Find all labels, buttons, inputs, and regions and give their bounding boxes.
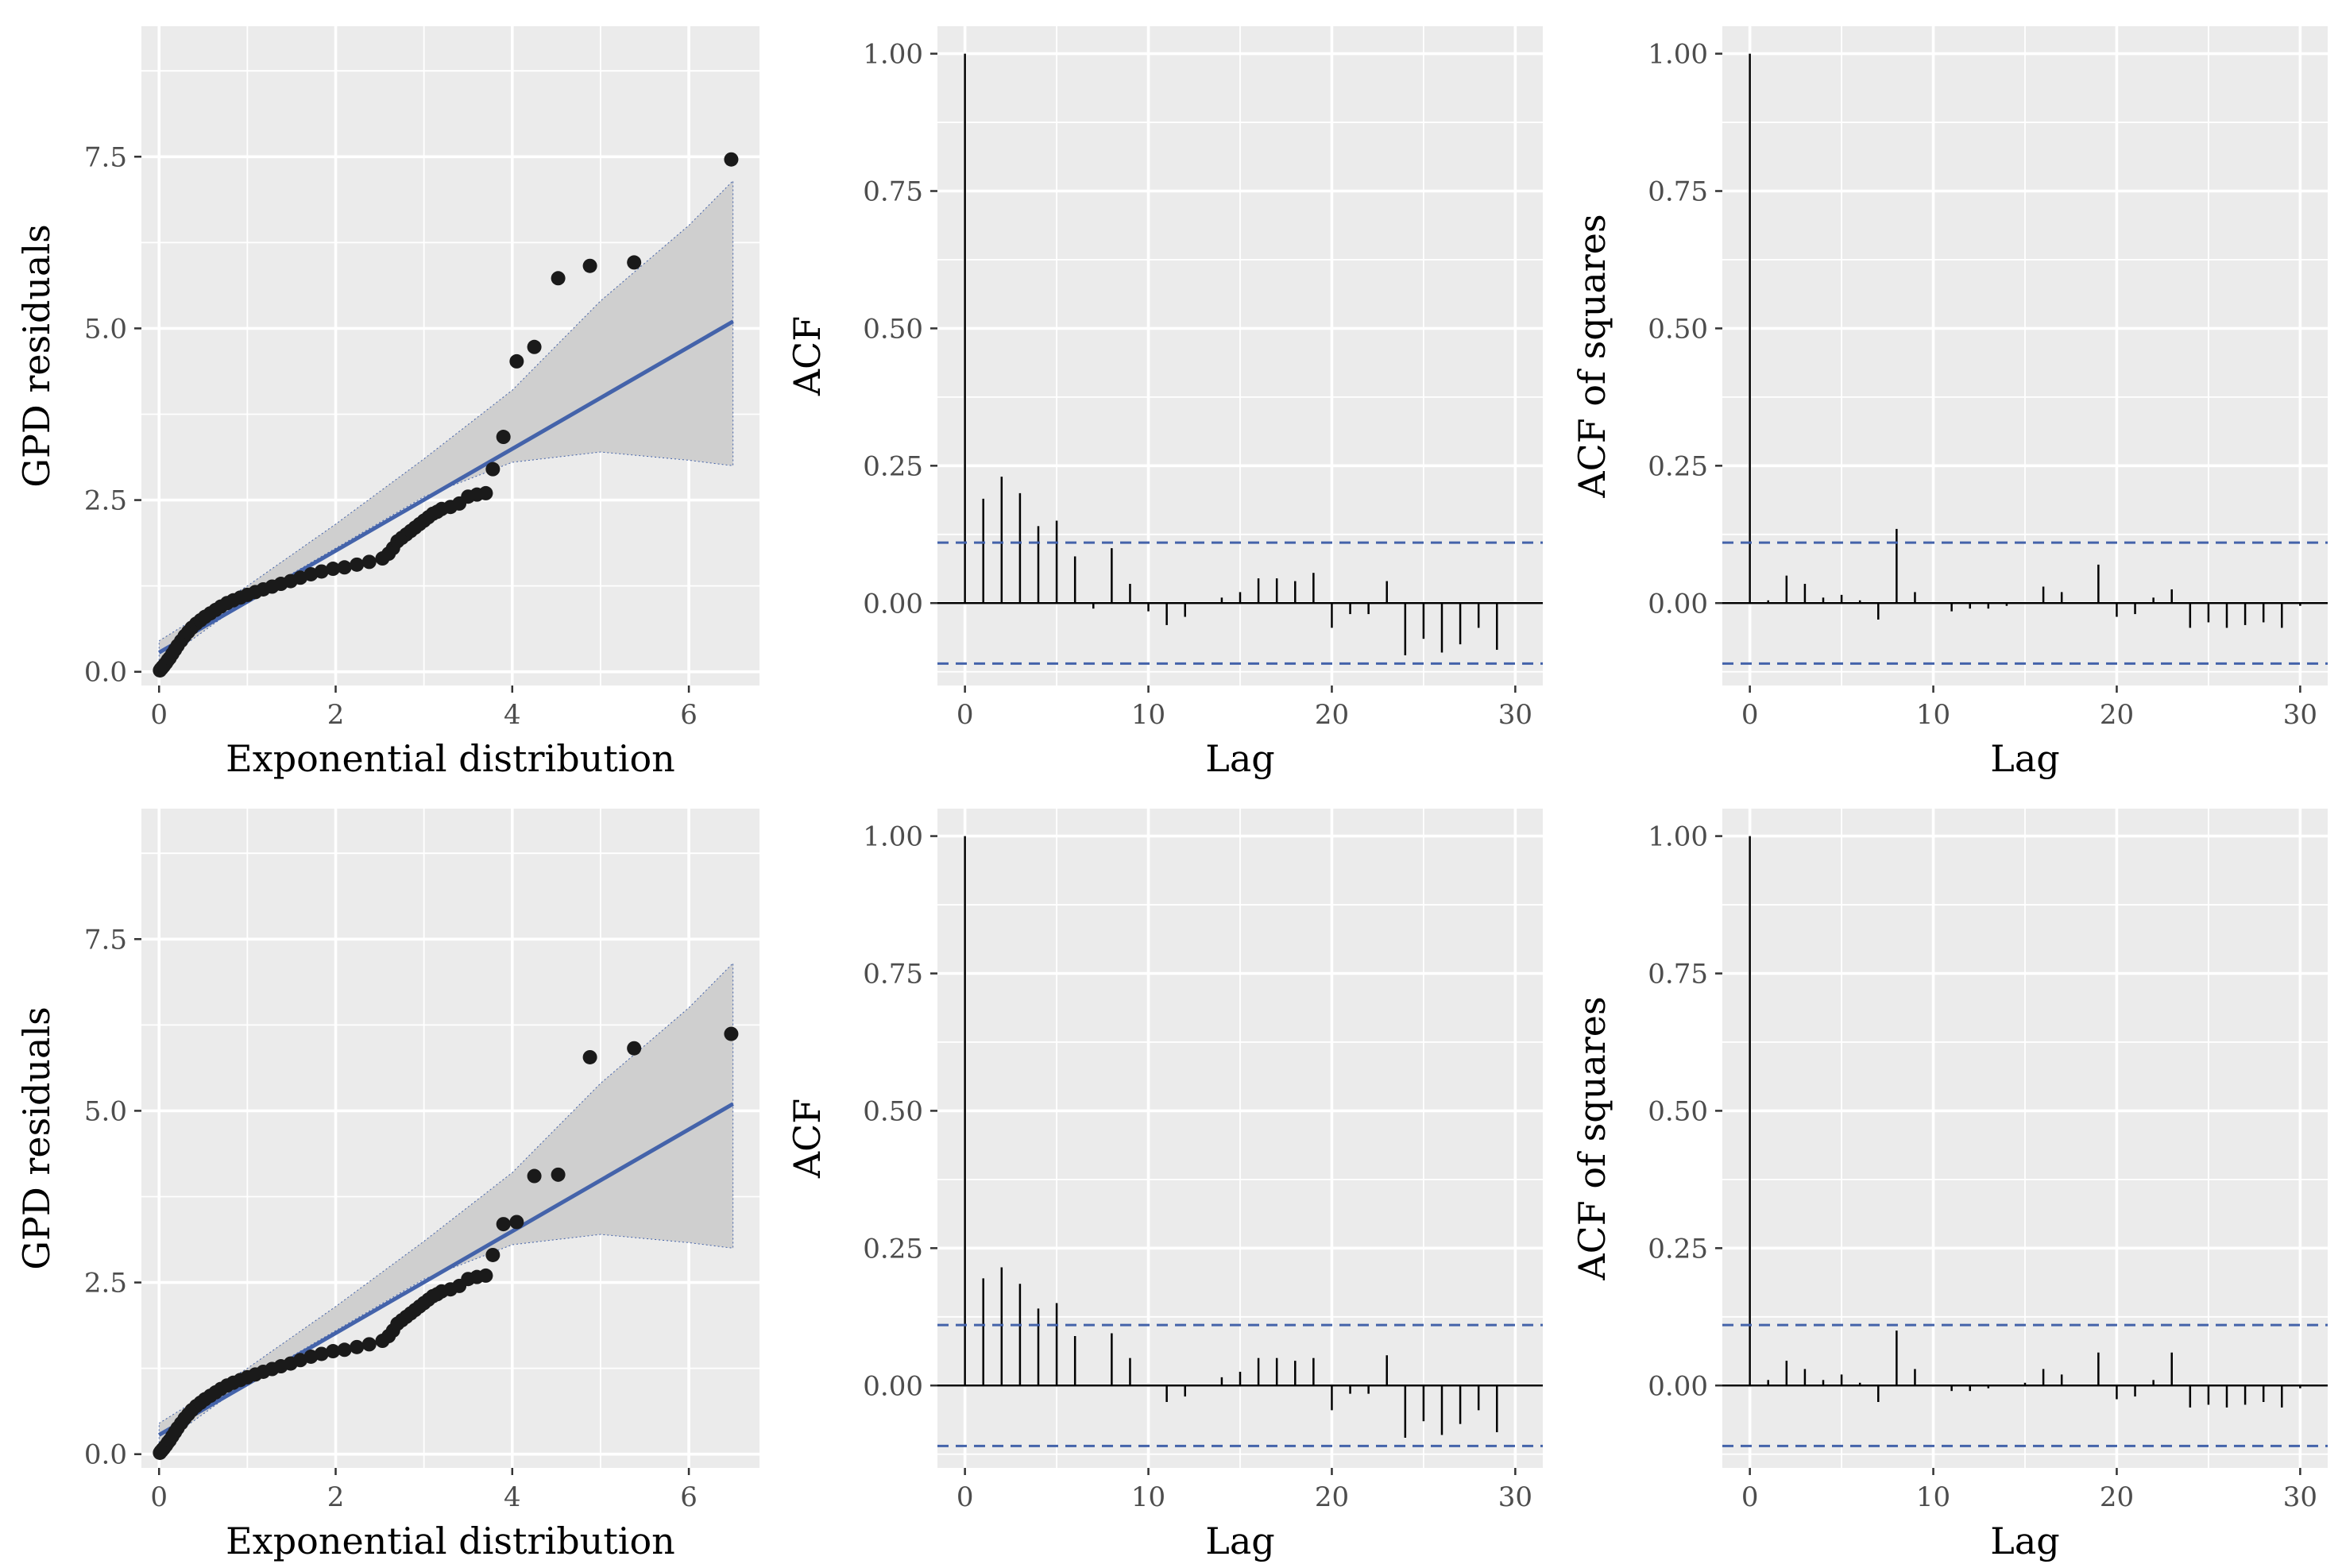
y-tick-label: 0.75 (863, 959, 923, 991)
x-axis-title: Lag (1990, 1520, 2059, 1562)
y-tick-label: 0.00 (863, 588, 923, 620)
y-tick-label: 0.25 (863, 1233, 923, 1265)
data-point (582, 1049, 597, 1064)
y-tick-label: 7.5 (84, 924, 127, 956)
chart-bottom-right: 0 10 20 30 0.00 0.25 0.50 0.75 1.00 Lag ACF of squ… (1571, 809, 2328, 1562)
x-tick-label: 2 (327, 699, 345, 731)
x-tick-label: 2 (327, 1481, 345, 1513)
y-tick-label: 2.5 (84, 485, 127, 517)
data-point (485, 1247, 500, 1262)
y-tick-label: 2.5 (84, 1268, 127, 1300)
y-tick-label: 0.75 (1648, 959, 1708, 991)
x-tick-label: 0 (1741, 699, 1759, 731)
data-point (478, 1268, 493, 1283)
y-tick-label: 0.25 (1648, 450, 1708, 482)
x-tick-label: 20 (2100, 699, 2134, 731)
data-point (527, 1168, 542, 1184)
data-point (551, 1167, 566, 1182)
x-tick-label: 4 (504, 699, 521, 731)
x-tick-label: 30 (2283, 1481, 2317, 1513)
y-tick-label: 0.00 (1648, 1370, 1708, 1402)
data-point (337, 1342, 352, 1358)
y-tick-label: 0.75 (863, 176, 923, 208)
x-tick-label: 0 (150, 1481, 168, 1513)
y-tick-label: 0.0 (84, 1439, 127, 1471)
data-point (496, 430, 511, 445)
y-tick-label: 0.50 (1648, 313, 1708, 345)
y-axis-title: GPD residuals (15, 1006, 58, 1270)
y-tick-label: 5.0 (84, 1095, 127, 1127)
y-axis-title: ACF (786, 316, 829, 396)
data-point (509, 1215, 524, 1230)
x-tick-label: 30 (1498, 699, 1532, 731)
data-point (485, 462, 500, 477)
data-point (314, 564, 329, 579)
y-tick-label: 0.50 (1648, 1095, 1708, 1127)
x-tick-label: 20 (2100, 1481, 2134, 1513)
data-point (496, 1217, 511, 1232)
data-point (724, 152, 739, 167)
x-tick-label: 10 (1131, 699, 1165, 731)
x-tick-label: 0 (957, 1481, 974, 1513)
data-point (582, 258, 597, 273)
x-tick-label: 0 (957, 699, 974, 731)
y-tick-label: 0.00 (863, 1370, 923, 1402)
data-point (350, 557, 365, 572)
x-tick-label: 0 (1741, 1481, 1759, 1513)
y-tick-label: 1.00 (863, 39, 923, 71)
y-axis-title: ACF of squares (1571, 996, 1614, 1280)
data-point (361, 554, 377, 570)
x-tick-label: 30 (2283, 699, 2317, 731)
y-tick-label: 0.75 (1648, 176, 1708, 208)
x-tick-label: 30 (1498, 1481, 1532, 1513)
y-axis-title: ACF (786, 1099, 829, 1179)
x-tick-label: 10 (1131, 1481, 1165, 1513)
y-tick-label: 7.5 (84, 141, 127, 173)
y-tick-label: 1.00 (1648, 821, 1708, 853)
y-tick-label: 0.50 (863, 1095, 923, 1127)
x-tick-label: 20 (1315, 699, 1349, 731)
chart-bottom-middle: 0 10 20 30 0.00 0.25 0.50 0.75 1.00 Lag ACF (786, 809, 1543, 1562)
data-point (509, 353, 524, 369)
x-tick-label: 10 (1916, 699, 1950, 731)
x-tick-label: 20 (1315, 1481, 1349, 1513)
chart-top-left: 0 2 4 6 0.0 2.5 5.0 7.5 Exponential distribution… (15, 26, 759, 780)
data-point (478, 485, 493, 500)
y-axis-title: GPD residuals (15, 224, 58, 488)
x-tick-label: 6 (680, 1481, 698, 1513)
x-tick-label: 6 (680, 699, 698, 731)
x-tick-label: 4 (504, 1481, 521, 1513)
data-point (361, 1337, 377, 1352)
x-axis-title: Lag (1205, 1520, 1274, 1562)
y-tick-label: 0.25 (1648, 1233, 1708, 1265)
data-point (627, 255, 642, 270)
y-tick-label: 1.00 (863, 821, 923, 853)
data-point (551, 271, 566, 286)
chart-bottom-left: 0 2 4 6 0.0 2.5 5.0 7.5 Exponential distribution… (15, 809, 759, 1562)
x-tick-label: 0 (150, 699, 168, 731)
x-axis-title: Exponential distribution (226, 1520, 675, 1562)
y-tick-label: 0.0 (84, 657, 127, 689)
x-tick-label: 10 (1916, 1481, 1950, 1513)
y-tick-label: 0.00 (1648, 588, 1708, 620)
data-point (350, 1339, 365, 1354)
x-axis-title: Exponential distribution (226, 737, 675, 780)
chart-top-middle: 0 10 20 30 0.00 0.25 0.50 0.75 1.00 Lag ACF (786, 26, 1543, 780)
data-point (337, 560, 352, 575)
data-point (314, 1346, 329, 1361)
data-point (724, 1026, 739, 1041)
y-axis-title: ACF of squares (1571, 214, 1614, 498)
data-point (627, 1041, 642, 1056)
data-point (527, 339, 542, 354)
y-tick-label: 5.0 (84, 313, 127, 345)
x-axis-title: Lag (1205, 737, 1274, 780)
data-point (326, 1344, 341, 1359)
y-tick-label: 0.50 (863, 313, 923, 345)
y-tick-label: 1.00 (1648, 39, 1708, 71)
x-axis-title: Lag (1990, 737, 2059, 780)
data-point (326, 562, 341, 577)
y-tick-label: 0.25 (863, 450, 923, 482)
chart-top-right: 0 10 20 30 0.00 0.25 0.50 0.75 1.00 Lag ACF of squ… (1571, 26, 2328, 780)
